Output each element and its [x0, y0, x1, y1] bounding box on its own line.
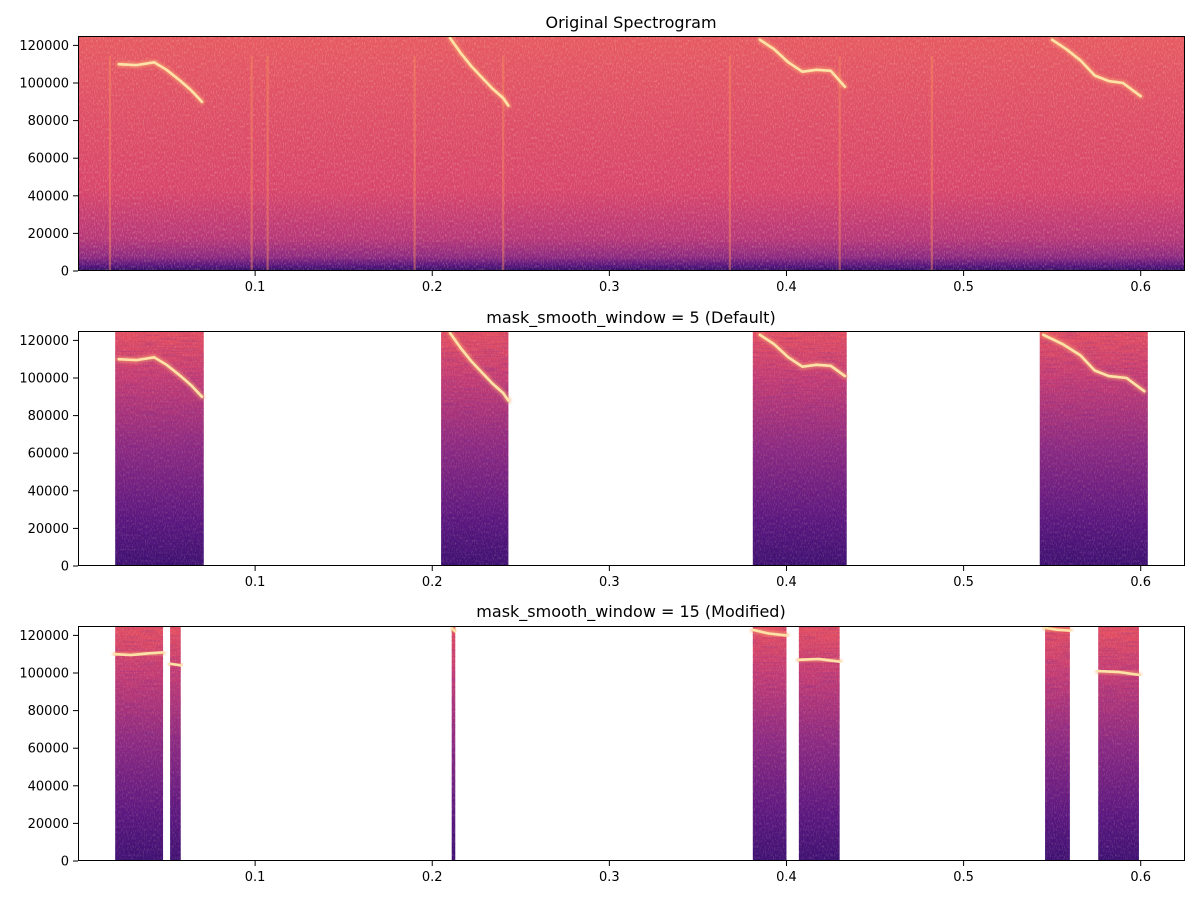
axes-frame — [78, 626, 1185, 861]
y-tick-label: 60000 — [28, 742, 69, 757]
y-tick-label: 60000 — [28, 152, 69, 167]
x-tick-label: 0.1 — [245, 280, 266, 295]
call-trace-0 — [117, 61, 204, 104]
x-tick-label: 0.4 — [776, 870, 797, 885]
y-tick-label: 80000 — [28, 704, 69, 719]
broadband-click-1 — [250, 56, 253, 271]
x-tick-label: 0.6 — [1130, 870, 1151, 885]
chart-title: mask_smooth_window = 5 (Default) — [486, 308, 775, 328]
axes-frame — [78, 331, 1185, 566]
axes-panel-2: mask_smooth_window = 5 (Default) 0.1 0.2 0… — [19, 308, 1185, 590]
axes-panel-3: mask_smooth_window = 15 (Modified) 0.1 0.… — [19, 602, 1185, 885]
x-tick-label: 0.3 — [599, 575, 620, 590]
y-tick-label: 100000 — [19, 77, 69, 92]
y-tick-label: 0 — [61, 265, 69, 280]
y-tick-label: 120000 — [19, 39, 69, 54]
y-tick-label: 120000 — [19, 629, 69, 644]
x-tick-label: 0.5 — [953, 870, 974, 885]
y-tick-label: 100000 — [19, 372, 69, 387]
axes-frame — [78, 36, 1185, 271]
x-tick-label: 0.6 — [1130, 575, 1151, 590]
x-tick-label: 0.5 — [953, 575, 974, 590]
broadband-click-3 — [413, 56, 416, 271]
call-trace-1 — [448, 331, 510, 402]
chart-title: Original Spectrogram — [545, 13, 716, 32]
y-tick-label: 60000 — [28, 447, 69, 462]
x-tick-label: 0.2 — [422, 870, 443, 885]
y-tick-label: 80000 — [28, 114, 69, 129]
x-tick-label: 0.3 — [599, 280, 620, 295]
broadband-click-2 — [266, 56, 269, 271]
call-trace-0 — [113, 651, 165, 657]
x-tick-label: 0.6 — [1130, 280, 1151, 295]
x-tick-label: 0.2 — [422, 575, 443, 590]
x-tick-label: 0.2 — [422, 280, 443, 295]
call-trace-2 — [758, 333, 847, 378]
call-trace-6 — [1096, 669, 1141, 677]
call-trace-2 — [758, 38, 847, 89]
y-tick-label: 0 — [61, 560, 69, 575]
y-tick-label: 20000 — [28, 817, 69, 832]
broadband-click-0 — [108, 56, 112, 271]
call-trace-5 — [1043, 626, 1072, 632]
y-tick-label: 40000 — [28, 484, 69, 499]
call-trace-0 — [117, 356, 204, 399]
broadband-click-4 — [502, 56, 505, 271]
broadband-click-6 — [838, 56, 841, 271]
broadband-click-7 — [930, 56, 933, 271]
y-tick-label: 120000 — [19, 334, 69, 349]
y-tick-label: 40000 — [28, 779, 69, 794]
call-trace-2 — [450, 626, 457, 633]
call-trace-1 — [448, 36, 510, 107]
call-trace-4 — [797, 657, 841, 663]
axes-panel-1: Original Spectrogram 0.1 0.2 0.3 0.4 0.5 0.6 0… — [19, 13, 1185, 295]
x-tick-label: 0.1 — [245, 575, 266, 590]
x-tick-label: 0.4 — [776, 280, 797, 295]
y-tick-label: 40000 — [28, 189, 69, 204]
call-trace-3 — [1050, 38, 1142, 98]
y-tick-label: 20000 — [28, 522, 69, 537]
y-tick-label: 20000 — [28, 227, 69, 242]
call-trace-3 — [751, 628, 788, 637]
x-tick-label: 0.1 — [245, 870, 266, 885]
y-tick-label: 100000 — [19, 667, 69, 682]
broadband-click-5 — [728, 56, 732, 271]
x-tick-label: 0.5 — [953, 280, 974, 295]
y-tick-label: 0 — [61, 855, 69, 870]
call-trace-3 — [1042, 333, 1146, 393]
x-tick-label: 0.3 — [599, 870, 620, 885]
call-trace-1 — [168, 662, 182, 667]
y-tick-label: 80000 — [28, 409, 69, 424]
x-tick-label: 0.4 — [776, 575, 797, 590]
chart-title: mask_smooth_window = 15 (Modified) — [476, 602, 785, 622]
